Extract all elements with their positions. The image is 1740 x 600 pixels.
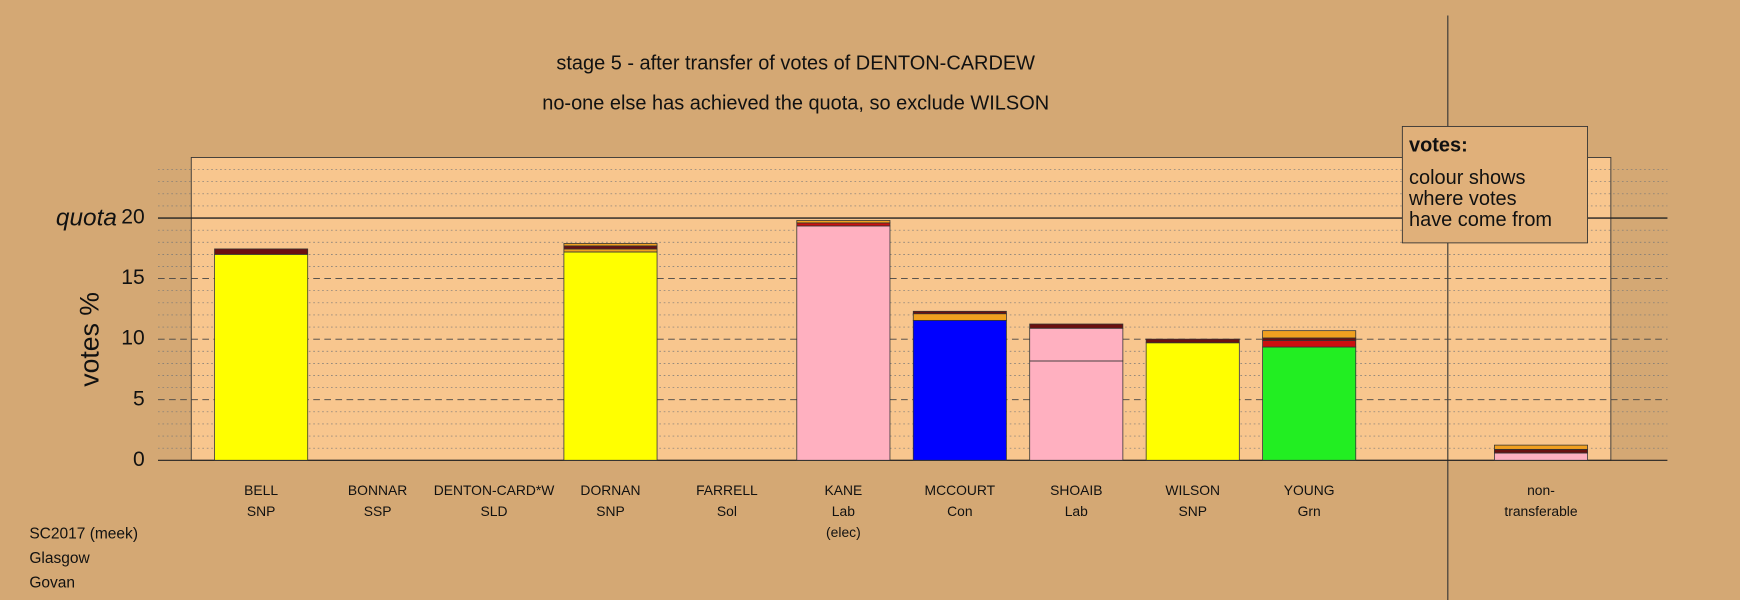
bar-segment [563,243,658,247]
bar-segment [1145,338,1240,344]
x-tick-label: DENTON-CARD*W [434,482,556,498]
bar-segment [796,225,891,461]
bar-segment [1262,339,1357,348]
legend-text: have come from [1409,209,1552,231]
bar-segment [1029,327,1124,362]
y-tick-label: 10 [121,327,144,350]
x-tick-label: Grn [1298,503,1321,519]
x-tick-label: (elec) [826,524,861,540]
x-tick-label: BELL [244,482,278,498]
x-tick-label: transferable [1504,503,1577,519]
chart-title: stage 5 - after transfer of votes of DEN… [556,53,1035,75]
bar-segment [912,310,1007,315]
x-tick-label: Lab [832,503,855,519]
footer-text: Glasgow [29,550,90,567]
y-tick-label: 0 [133,448,145,471]
bar-segment [1029,360,1124,461]
x-tick-label: FARRELL [696,482,758,498]
x-tick-label: SHOAIB [1050,482,1102,498]
legend-title: votes: [1409,135,1468,157]
x-tick-label: Con [947,503,972,519]
bar-segment [563,245,658,250]
footer-text: Govan [29,574,75,591]
x-tick-label: KANE [825,482,863,498]
bar-segment [912,313,1007,321]
y-tick-label: 15 [121,266,144,289]
legend-text: colour shows [1409,167,1525,189]
y-tick-label: 5 [133,387,145,410]
bar-segment [563,248,658,253]
bar-segment [912,319,1007,461]
quota-label: quota [56,205,117,232]
y-axis-label: votes % [74,292,104,387]
bar-segment [214,248,309,255]
x-tick-label: YOUNG [1284,482,1335,498]
footer-text: SC2017 (meek) [29,526,138,543]
x-tick-label: SNP [1178,503,1207,519]
y-tick-label: 20 [121,206,144,229]
chart-subtitle: no-one else has achieved the quota, so e… [542,93,1049,115]
x-tick-label: SSP [364,503,392,519]
bar-segment [1145,342,1240,461]
x-tick-label: SLD [481,503,508,519]
x-tick-label: Sol [717,503,737,519]
x-tick-label: non- [1527,482,1555,498]
bar-segment [1494,444,1588,450]
bar-segment [1262,330,1357,339]
x-tick-label: Lab [1065,503,1088,519]
bar-segment [1494,452,1588,461]
bar-segment [796,222,891,227]
x-tick-label: SNP [596,503,625,519]
bar-segment [1494,448,1588,454]
bar-segment [563,251,658,461]
bar-segment [214,253,309,461]
x-tick-label: DORNAN [580,482,640,498]
x-tick-label: WILSON [1165,482,1220,498]
x-tick-label: SNP [247,503,275,519]
x-tick-label: BONNAR [348,482,407,498]
bar-segment [1262,346,1357,461]
bar-segment [1029,323,1124,329]
x-tick-label: MCCOURT [925,482,996,498]
bar-segment [796,220,891,224]
legend-text: where votes [1408,188,1517,210]
plot-area [190,157,1612,461]
legend-box [1401,125,1589,244]
